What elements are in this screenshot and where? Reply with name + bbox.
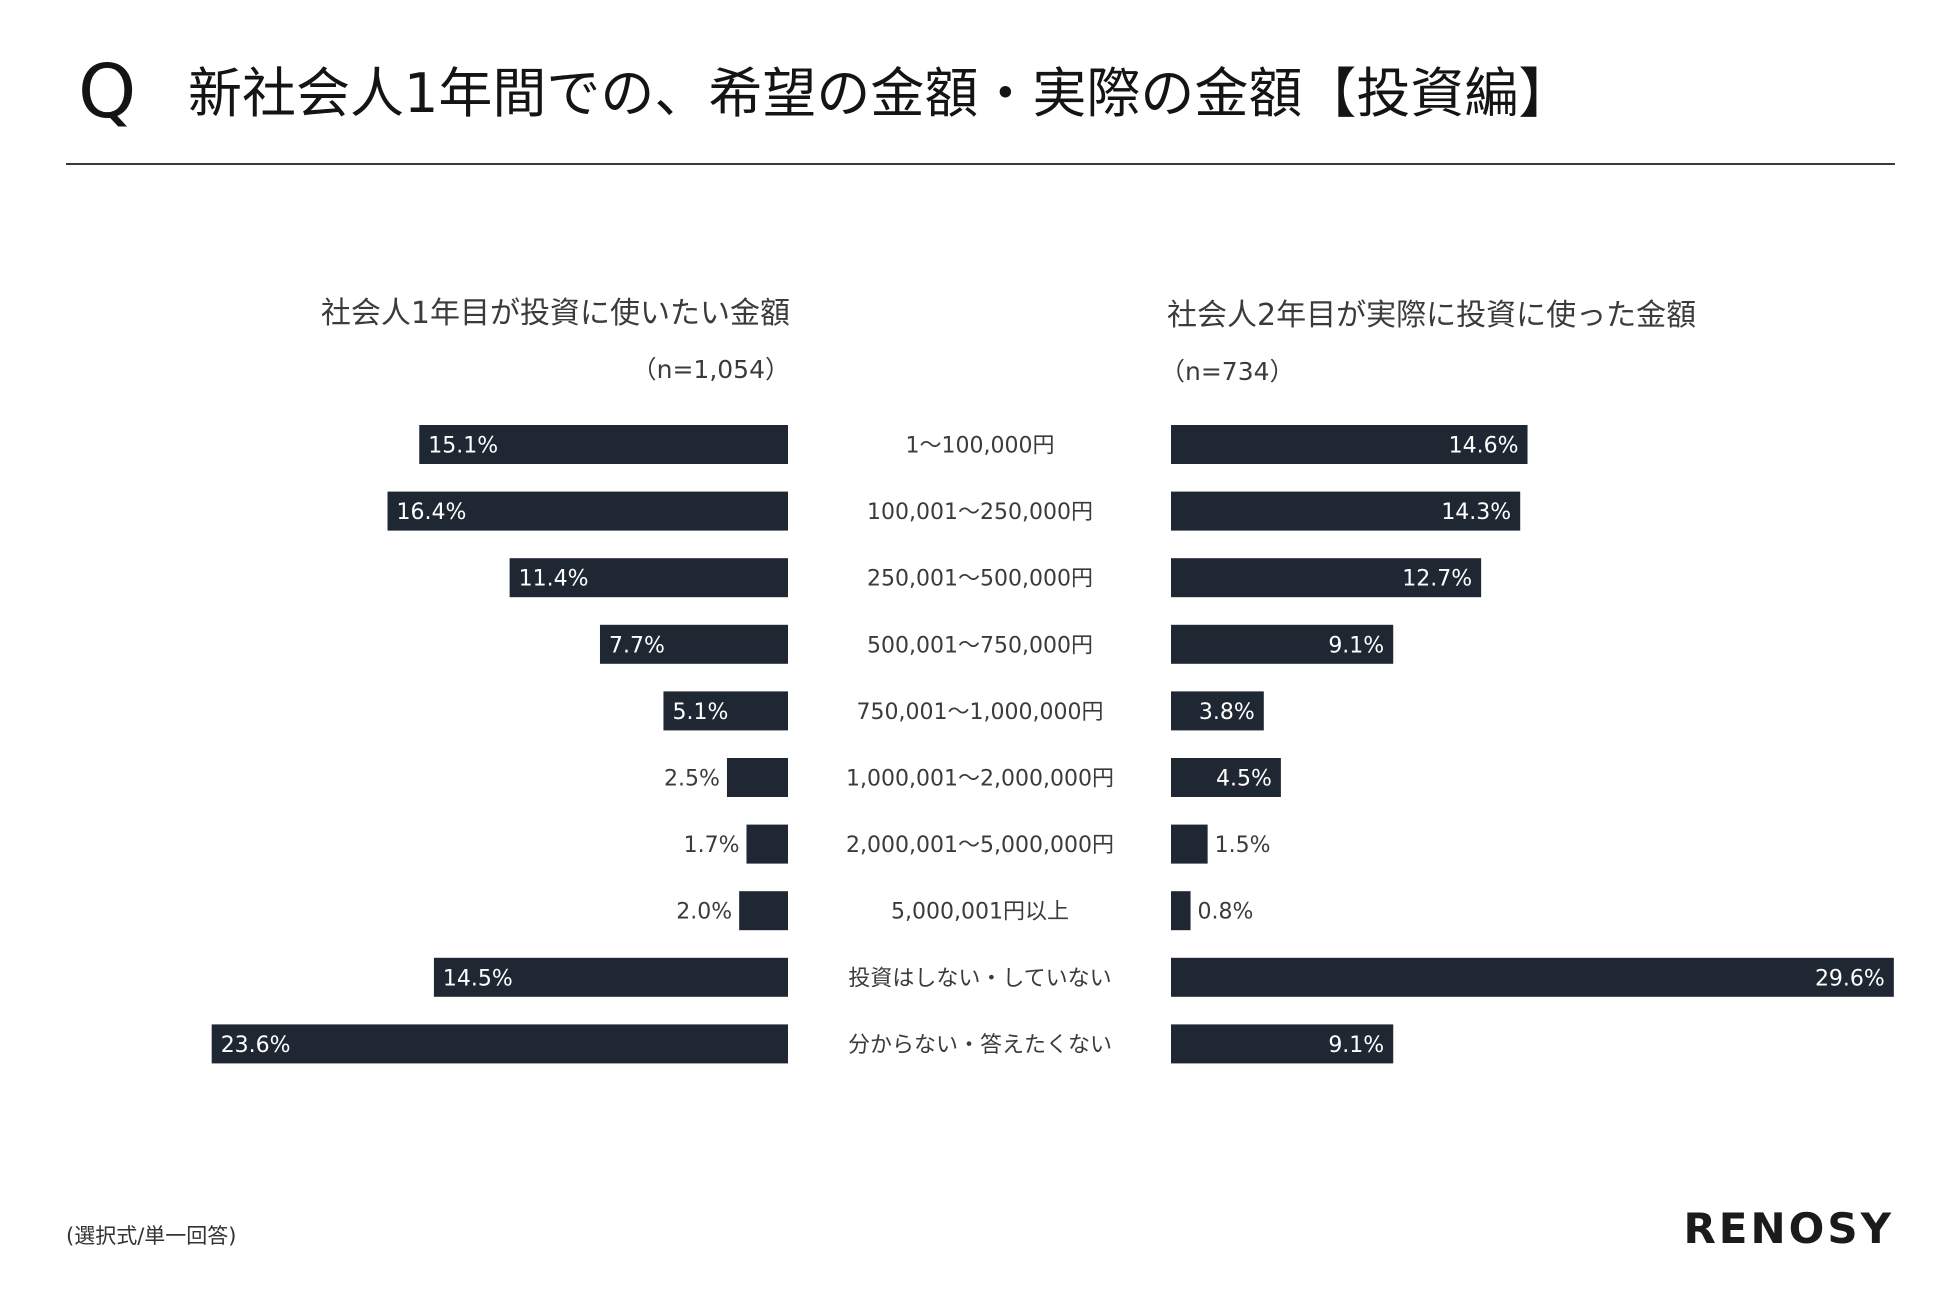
- category-label: 5,000,001円以上: [891, 900, 1069, 925]
- title-divider: [66, 163, 1895, 165]
- left-bar: [433, 957, 788, 997]
- category-label: 100,001〜250,000円: [867, 500, 1093, 525]
- left-bar: [746, 824, 788, 864]
- right-bar-value-label: 3.8%: [1199, 700, 1255, 725]
- right-bar-value-label: 29.6%: [1815, 966, 1885, 991]
- right-panel-sample-size: （n=734）: [1160, 357, 1295, 386]
- left-bar-value-label: 16.4%: [397, 500, 467, 525]
- right-bar-value-label: 9.1%: [1328, 1033, 1384, 1058]
- left-bar-value-label: 15.1%: [428, 434, 498, 459]
- left-bar: [663, 691, 788, 731]
- left-bar: [726, 758, 788, 797]
- left-bar-value-label: 2.0%: [676, 900, 732, 925]
- left-bar-value-label: 11.4%: [519, 567, 589, 592]
- left-bar: [739, 891, 788, 931]
- right-bar: [1171, 425, 1528, 464]
- category-label: 500,001〜750,000円: [867, 633, 1093, 658]
- left-bar: [211, 1024, 789, 1064]
- left-bar-value-label: 14.5%: [443, 966, 513, 991]
- right-bar-value-label: 12.7%: [1402, 567, 1472, 592]
- left-bar-value-label: 23.6%: [221, 1033, 291, 1058]
- category-label: 分からない・答えたくない: [848, 1033, 1112, 1058]
- right-bar: [1171, 758, 1281, 797]
- left-bar: [599, 624, 788, 664]
- left-bar: [419, 425, 788, 464]
- question-mark: Q: [78, 49, 137, 135]
- left-bar-value-label: 2.5%: [664, 767, 720, 792]
- right-bar-value-label: 4.5%: [1216, 767, 1272, 792]
- left-panel-sample-size: （n=1,054）: [631, 355, 790, 384]
- answer-format-note: (選択式/単一回答): [66, 1224, 237, 1248]
- left-bar: [509, 558, 788, 598]
- right-bar: [1171, 891, 1191, 931]
- right-bar-value-label: 14.3%: [1441, 500, 1511, 525]
- right-bar: [1171, 824, 1208, 864]
- page-title: 新社会人1年間での、希望の金額・実際の金額【投資編】: [188, 62, 1573, 125]
- renosy-logo: RENOSY: [1683, 1204, 1894, 1253]
- left-bar: [387, 491, 788, 531]
- category-label: 250,001〜500,000円: [867, 567, 1093, 592]
- left-bar-value-label: 7.7%: [609, 633, 665, 658]
- right-bar: [1171, 691, 1264, 731]
- right-bar-value-label: 9.1%: [1328, 633, 1384, 658]
- right-bar: [1171, 957, 1894, 997]
- category-label: 1〜100,000円: [906, 434, 1055, 459]
- right-bar-value-label: 14.6%: [1449, 434, 1519, 459]
- right-bar: [1171, 624, 1394, 664]
- right-bar: [1171, 558, 1482, 598]
- right-bar: [1171, 491, 1521, 531]
- left-bar-value-label: 5.1%: [672, 700, 728, 725]
- left-bar-value-label: 1.7%: [684, 833, 740, 858]
- category-label: 2,000,001〜5,000,000円: [846, 833, 1114, 858]
- category-label: 1,000,001〜2,000,000円: [846, 767, 1114, 792]
- right-bar-value-label: 0.8%: [1198, 900, 1254, 925]
- category-label: 投資はしない・していない: [848, 966, 1111, 991]
- right-panel-title: 社会人2年目が実際に投資に使った金額: [1167, 298, 1697, 333]
- category-label: 750,001〜1,000,000円: [857, 700, 1104, 725]
- left-panel-title: 社会人1年目が投資に使いたい金額: [320, 296, 790, 331]
- right-bar-value-label: 1.5%: [1215, 833, 1271, 858]
- right-bar: [1171, 1024, 1394, 1064]
